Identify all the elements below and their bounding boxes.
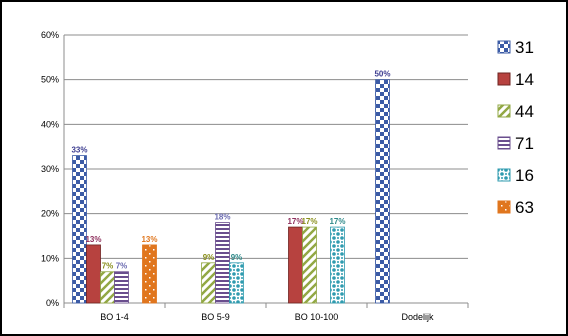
data-label: 9%: [231, 253, 243, 262]
legend-label: 63: [515, 198, 534, 217]
data-label: 17%: [287, 217, 303, 226]
y-tick-label: 20%: [41, 209, 59, 219]
x-tick-label: BO 1-4: [100, 312, 129, 322]
data-label: 7%: [116, 262, 128, 271]
legend: 31 14 44 71 16 63: [497, 38, 534, 217]
bar-14-bo-10-100: [288, 226, 303, 304]
legend-label: 31: [515, 38, 534, 57]
y-tick-label: 10%: [41, 253, 59, 263]
legend-swatch: [497, 168, 511, 182]
data-label: 9%: [203, 253, 215, 262]
y-tick-label: 40%: [41, 119, 59, 129]
y-tick-label: 50%: [41, 75, 59, 85]
bar-63-bo-1-4: [142, 244, 157, 304]
bar-16-bo-5-9: [229, 262, 244, 304]
bar-16-bo-10-100: [330, 226, 345, 304]
data-label: 7%: [102, 262, 114, 271]
legend-swatch: [497, 200, 511, 214]
legend-label: 14: [515, 70, 534, 89]
bar-44-bo-10-100: [302, 226, 317, 304]
y-tick-label: 30%: [41, 164, 59, 174]
bar-31-bo-1-4: [72, 155, 87, 304]
bars: [72, 79, 390, 304]
data-label: 13%: [85, 235, 101, 244]
bar-44-bo-1-4: [100, 271, 115, 304]
x-tick-label: BO 10-100: [295, 312, 339, 322]
legend-label: 71: [515, 134, 534, 153]
data-label: 13%: [141, 235, 157, 244]
legend-swatch: [497, 72, 511, 86]
data-label: 33%: [71, 146, 87, 155]
data-labels: 33%13%7% 7%13%9%18%9%17%17% 17%50%: [71, 70, 390, 271]
x-tick-label: Dodelijk: [401, 312, 434, 322]
bar-44-bo-5-9: [201, 262, 216, 304]
x-tick-label: BO 5-9: [201, 312, 230, 322]
y-tick-label: 60%: [41, 30, 59, 40]
data-label: 17%: [301, 217, 317, 226]
data-label: 50%: [374, 70, 390, 79]
y-tick-label: 0%: [46, 298, 59, 308]
axes: 0% 10% 20% 30% 40% 50% 60% BO 1-4 BO 5-9 BO 10-10…: [41, 30, 469, 322]
legend-label: 44: [515, 102, 534, 121]
bar-71-bo-1-4: [114, 271, 129, 304]
legend-swatch: [497, 104, 511, 118]
legend-swatch: [497, 136, 511, 150]
data-label: 18%: [214, 213, 230, 222]
gridlines: [64, 34, 468, 259]
bar-31-dodelijk: [375, 79, 390, 304]
data-label: 17%: [329, 217, 345, 226]
bar-14-bo-1-4: [86, 244, 101, 304]
legend-label: 16: [515, 166, 534, 185]
bar-71-bo-5-9: [215, 222, 230, 304]
legend-swatch: [497, 40, 511, 54]
